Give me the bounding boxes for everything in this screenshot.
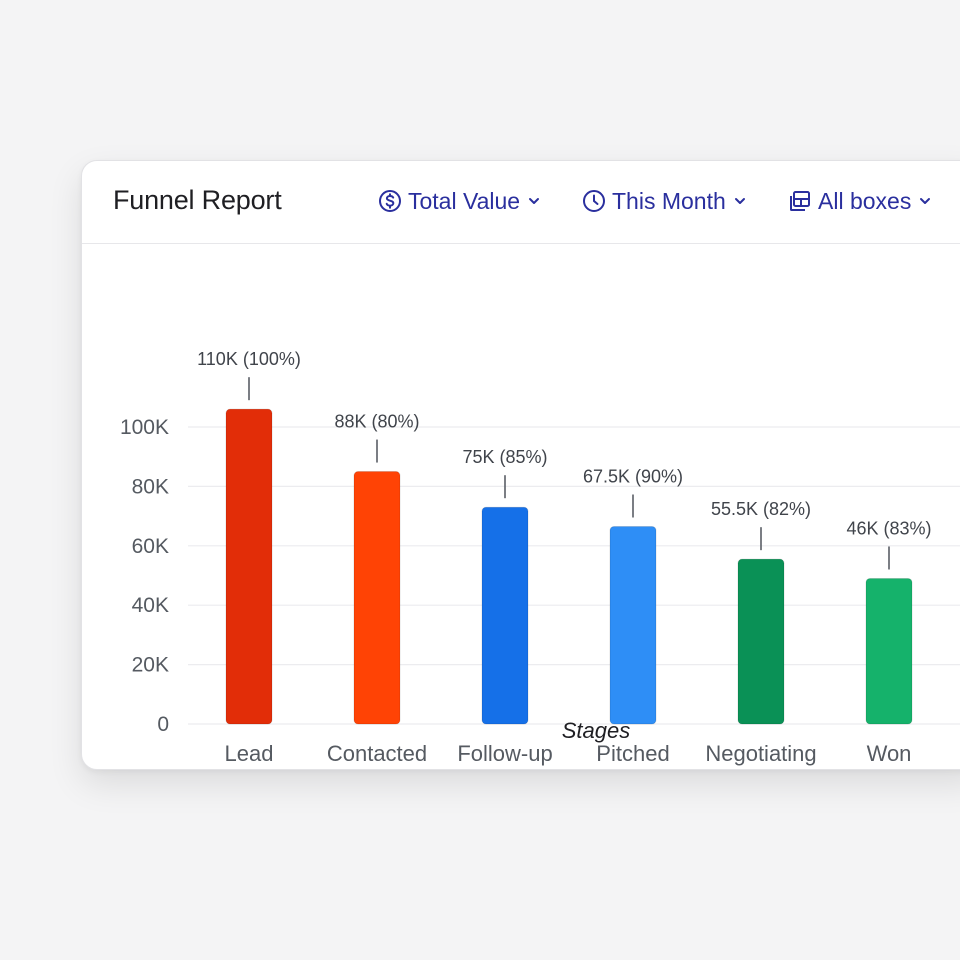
bar-group[interactable]: 46K (83%) [846,518,932,725]
all-boxes-label: All boxes [818,187,912,214]
bar[interactable] [353,471,401,725]
category-label: Contacted [327,741,427,766]
clock-icon [582,189,606,213]
data-label: 88K (80%) [334,412,419,432]
this-month-filter[interactable]: This Month [582,186,748,216]
bar[interactable] [225,408,273,725]
chevron-down-icon [917,193,933,209]
total-value-filter[interactable]: Total Value [378,186,542,216]
all-boxes-filter[interactable]: All boxes [788,186,933,216]
bar[interactable] [609,525,657,725]
category-label: Lead [225,741,274,766]
total-value-label: Total Value [408,187,521,214]
card-header: Funnel Report Total Value Thi [82,161,960,244]
y-tick-label: 80K [132,475,169,498]
y-tick-label: 100K [120,416,169,439]
boxes-icon [788,189,812,213]
category-label: Won [867,741,912,766]
bar-group[interactable]: 55.5K (82%) [711,499,811,725]
chevron-down-icon [526,193,542,209]
this-month-label: This Month [612,187,726,214]
bar-group[interactable]: 110K (100%) [197,349,301,725]
bar[interactable] [737,558,785,725]
y-tick-label: 40K [132,594,169,617]
chart-bars: 110K (100%) 88K (80%) 75K (85%) 67.5K (90%)… [197,349,932,725]
data-label: 75K (85%) [462,447,547,467]
data-label: 67.5K (90%) [583,466,683,486]
y-tick-label: 0 [157,713,169,736]
data-label: 55.5K (82%) [711,499,811,519]
chart-gridlines [188,426,960,725]
data-label: 46K (83%) [846,518,931,538]
y-axis-ticks: 0 20K 40K 60K 80K 100K [120,416,169,736]
bar-group[interactable]: 75K (85%) [462,447,548,725]
category-label: Follow-up [457,741,552,766]
x-axis-categories: Lead Contacted Follow-up Pitched Negotiating… [225,741,912,766]
category-label: Negotiating [705,741,816,766]
category-label: Pitched [596,741,669,766]
page-title: Funnel Report [113,185,282,215]
funnel-report-card: Funnel Report Total Value Thi [81,160,960,770]
bar[interactable] [865,577,913,725]
y-tick-label: 20K [132,654,169,677]
bar-group[interactable]: 88K (80%) [334,412,420,725]
y-tick-label: 60K [132,535,169,558]
dollar-circle-icon [378,189,402,213]
bar-group[interactable]: 67.5K (90%) [583,466,683,725]
x-axis-title: Stages [562,718,631,743]
funnel-bar-chart: 0 20K 40K 60K 80K 100K 110K (100%) 88K (80%) 75… [120,349,960,766]
chevron-down-icon [732,193,748,209]
data-label: 110K (100%) [197,349,301,369]
bar[interactable] [481,506,529,725]
